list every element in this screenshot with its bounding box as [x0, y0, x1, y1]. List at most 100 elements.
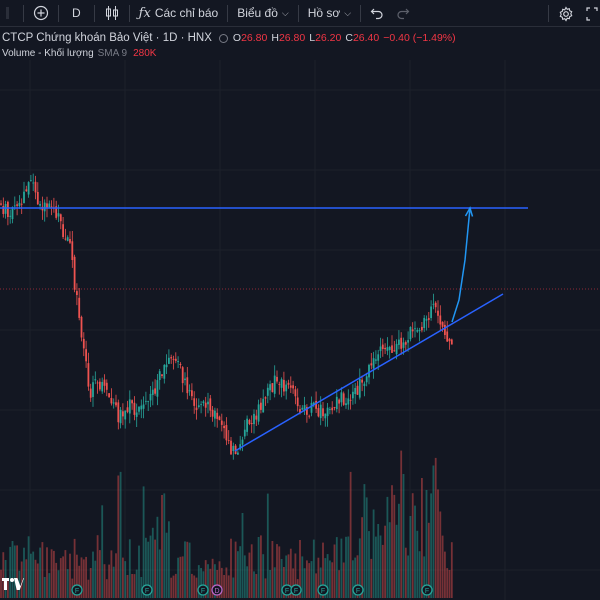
candle-body — [273, 375, 276, 394]
volume-bar — [269, 570, 271, 598]
candle-body — [368, 364, 370, 378]
candle-body — [448, 338, 451, 342]
candle-body — [276, 376, 278, 382]
candle-body — [294, 389, 297, 397]
candle-body — [349, 399, 352, 401]
add-symbol-button[interactable] — [27, 0, 55, 27]
candle-body — [239, 444, 242, 450]
volume-bar — [315, 573, 317, 598]
symbol-title[interactable]: CTCP Chứng khoán Bảo Việt · 1D · HNX — [2, 32, 212, 44]
volume-bar — [402, 474, 405, 598]
volume-bar — [204, 560, 207, 598]
volume-bar — [448, 570, 451, 598]
candle-body — [285, 384, 288, 392]
volume-bar — [409, 516, 412, 598]
candle-body — [375, 359, 377, 361]
candle-body — [138, 406, 140, 412]
candle-body — [381, 344, 384, 349]
earnings-marker[interactable] — [197, 584, 209, 596]
earnings-marker[interactable] — [290, 584, 302, 596]
candle-body — [177, 361, 179, 363]
indicators-button[interactable]: ƒx Các chỉ báo — [133, 0, 225, 27]
candle-body — [71, 241, 74, 260]
volume-bar — [209, 568, 212, 598]
redo-button[interactable] — [390, 0, 416, 27]
volume-bar — [306, 560, 308, 598]
volume-bar — [239, 546, 242, 598]
volume-bar — [386, 496, 389, 598]
volume-bar — [147, 541, 150, 598]
candle-body — [0, 203, 2, 205]
candle-body — [145, 400, 147, 402]
candle-body — [158, 371, 161, 380]
volume-bar — [59, 558, 62, 598]
candle-body — [23, 191, 25, 204]
volume-bar — [191, 573, 193, 598]
interval-button[interactable]: D — [62, 0, 91, 27]
candle-body — [372, 358, 375, 369]
volume-bar — [232, 577, 235, 598]
volume-bar — [388, 522, 391, 598]
volume-bar — [331, 562, 334, 598]
candle-body — [211, 409, 214, 417]
fullscreen-button[interactable] — [580, 0, 600, 27]
volume-bar — [421, 478, 423, 598]
earnings-marker[interactable] — [317, 584, 329, 596]
chart-menu-button[interactable]: Biểu đồ ⌵ — [231, 0, 295, 27]
volume-bar — [322, 542, 324, 598]
volume-bar — [41, 542, 44, 598]
toolbar-divider — [360, 4, 362, 22]
event-marker-label: F — [425, 588, 429, 595]
volume-bar — [441, 535, 444, 598]
candle-body — [66, 237, 69, 241]
volume-bar — [200, 568, 202, 598]
volume-bar — [280, 559, 283, 598]
earnings-marker[interactable] — [352, 584, 364, 596]
candle-body — [280, 379, 283, 388]
menu-button[interactable] — [0, 0, 20, 27]
volume-bar — [289, 548, 292, 598]
candle-body — [122, 411, 124, 417]
candle-body — [87, 363, 90, 387]
volume-bar — [163, 493, 166, 598]
dividend-marker[interactable] — [211, 584, 223, 596]
earnings-marker[interactable] — [421, 584, 433, 596]
volume-bar — [101, 505, 104, 598]
volume-bar — [99, 550, 101, 598]
candle-body — [416, 330, 419, 332]
projection-arrow[interactable] — [451, 207, 471, 323]
candle-body — [255, 415, 258, 420]
chart-style-button[interactable] — [98, 0, 126, 27]
volume-bar — [398, 503, 400, 598]
profile-menu-button[interactable]: Hồ sơ ⌵ — [302, 0, 357, 27]
earnings-marker[interactable] — [71, 584, 83, 596]
candle-body — [64, 238, 67, 240]
candle-body — [303, 405, 306, 411]
projection-arrow-head-icon — [464, 206, 474, 217]
earnings-marker[interactable] — [141, 584, 153, 596]
volume-bar — [25, 559, 28, 598]
settings-button[interactable] — [552, 0, 580, 27]
candle-body — [283, 379, 285, 392]
candle-body — [89, 388, 92, 398]
volume-label[interactable]: Volume - Khối lượng — [2, 48, 94, 59]
symbol-legend-row: CTCP Chứng khoán Bảo Việt · 1D · HNX O 26… — [2, 31, 456, 46]
candle-body — [246, 418, 248, 432]
tradingview-logo[interactable] — [2, 576, 24, 597]
volume-bar — [370, 558, 373, 598]
candle-body — [46, 203, 48, 208]
support-trendline[interactable] — [234, 293, 504, 452]
toolbar-divider — [297, 4, 299, 22]
volume-bar — [271, 541, 274, 598]
candle-body — [257, 404, 260, 422]
undo-button[interactable] — [364, 0, 390, 27]
volume-bar — [434, 457, 437, 598]
event-marker-label: F — [321, 588, 325, 595]
volume-bar — [2, 552, 5, 598]
candle-body — [450, 339, 453, 345]
chart-menu-label: Biểu đồ — [237, 6, 278, 20]
volume-bar — [73, 538, 76, 598]
volume-bar — [407, 555, 409, 598]
volume-bar — [283, 567, 285, 598]
